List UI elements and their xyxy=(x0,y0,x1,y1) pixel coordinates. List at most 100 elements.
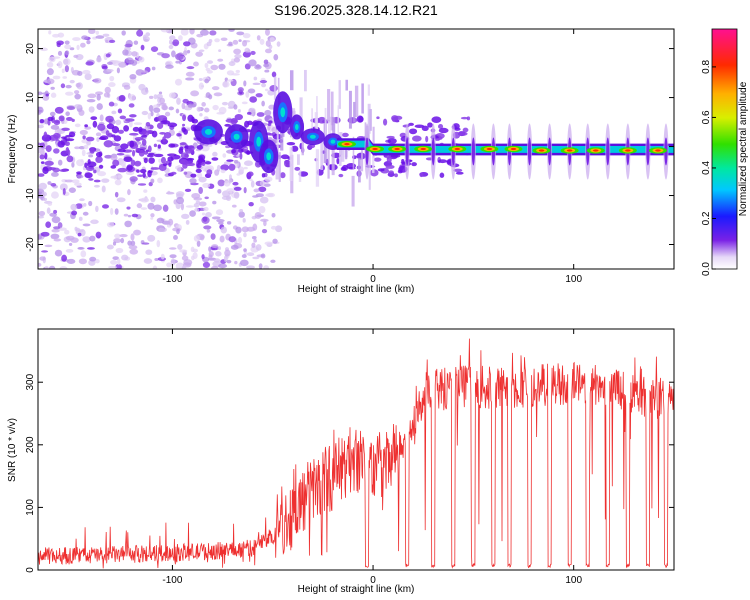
band-speckle xyxy=(185,162,195,167)
noise-speckle xyxy=(234,260,238,265)
noise-speckle xyxy=(143,189,148,193)
noise-speckle xyxy=(243,186,247,194)
noise-speckle xyxy=(38,106,44,114)
streak xyxy=(351,175,355,207)
noise-speckle xyxy=(46,207,51,215)
noise-speckle xyxy=(45,221,52,229)
band-speckle xyxy=(143,157,148,164)
streak xyxy=(296,154,300,165)
noise-speckle xyxy=(249,96,258,103)
noise-speckle xyxy=(48,265,56,269)
noise-speckle xyxy=(265,29,270,36)
noise-speckle xyxy=(104,154,113,159)
noise-speckle xyxy=(269,37,275,43)
band-speckle xyxy=(124,118,135,122)
noise-speckle xyxy=(168,106,174,111)
band-speckle xyxy=(134,160,142,167)
band-speckle xyxy=(111,143,121,147)
blob-core xyxy=(256,136,262,147)
noise-speckle xyxy=(74,93,81,100)
noise-speckle xyxy=(218,49,222,53)
band-speckle xyxy=(224,123,232,127)
noise-speckle xyxy=(89,235,96,242)
noise-speckle xyxy=(87,93,97,99)
noise-speckle xyxy=(178,35,183,41)
streak xyxy=(273,76,277,100)
noise-speckle xyxy=(145,249,153,255)
noise-speckle xyxy=(217,58,224,62)
noise-speckle xyxy=(233,57,241,63)
noise-speckle xyxy=(160,29,170,33)
band-speckle xyxy=(117,148,126,153)
band-speckle xyxy=(116,152,125,156)
band-speckle xyxy=(427,122,433,128)
noise-speckle xyxy=(138,83,146,91)
noise-speckle xyxy=(111,110,117,115)
band-speckle xyxy=(146,130,154,133)
noise-speckle xyxy=(64,179,74,183)
band-speckle xyxy=(347,167,356,170)
noise-speckle xyxy=(179,249,188,253)
noise-speckle xyxy=(199,29,209,36)
noise-speckle xyxy=(210,233,216,240)
band-speckle xyxy=(268,120,273,124)
noise-speckle xyxy=(84,73,92,81)
noise-speckle xyxy=(276,41,281,47)
noise-speckle xyxy=(193,197,203,201)
band-speckle xyxy=(409,128,418,135)
noise-speckle xyxy=(243,80,247,87)
noise-speckle xyxy=(44,265,49,269)
band-speckle xyxy=(65,134,73,138)
colorbar: 0.0 0.2 0.4 0.6 0.8 Normalized spectral ampl… xyxy=(701,28,749,276)
noise-speckle xyxy=(53,209,58,214)
noise-speckle xyxy=(183,171,188,175)
noise-speckle xyxy=(213,258,221,263)
band-speckle xyxy=(84,162,88,168)
band-speckle xyxy=(139,169,147,174)
noise-speckle xyxy=(50,183,57,187)
noise-speckle xyxy=(233,159,239,164)
band-speckle xyxy=(59,169,68,172)
noise-speckle xyxy=(141,110,149,116)
noise-speckle xyxy=(185,77,195,81)
noise-speckle xyxy=(60,83,66,89)
noise-speckle xyxy=(101,185,106,193)
noise-speckle xyxy=(201,212,206,216)
noise-speckle xyxy=(189,178,197,184)
band-speckle xyxy=(412,135,422,142)
band-speckle xyxy=(76,171,82,175)
noise-speckle xyxy=(181,213,190,220)
band-speckle xyxy=(294,166,301,171)
noise-speckle xyxy=(220,37,228,42)
noise-speckle xyxy=(127,240,132,246)
band-speckle xyxy=(44,152,48,160)
band-speckle xyxy=(286,142,296,146)
carrier-tone xyxy=(655,149,661,152)
noise-speckle xyxy=(271,212,276,218)
band-speckle xyxy=(181,123,186,127)
noise-speckle xyxy=(128,103,135,108)
carrier-tone xyxy=(592,149,599,152)
noise-speckle xyxy=(120,160,126,167)
noise-speckle xyxy=(169,254,177,259)
band-speckle xyxy=(57,140,65,148)
noise-speckle xyxy=(61,68,65,74)
noise-speckle xyxy=(115,247,124,254)
noise-speckle xyxy=(113,175,118,180)
spectral-spike-core xyxy=(431,137,435,166)
blob-core xyxy=(330,139,336,144)
noise-speckle xyxy=(248,201,254,207)
noise-speckle xyxy=(224,249,231,257)
noise-speckle xyxy=(127,189,131,196)
noise-speckle xyxy=(121,254,129,261)
band-speckle xyxy=(460,116,469,120)
band-speckle xyxy=(435,138,440,141)
noise-speckle xyxy=(46,61,54,68)
streak xyxy=(298,170,302,182)
band-speckle xyxy=(454,127,461,131)
streak xyxy=(345,142,348,160)
band-speckle xyxy=(157,144,161,149)
band-speckle xyxy=(225,118,235,123)
noise-speckle xyxy=(259,79,268,84)
noise-speckle xyxy=(244,47,250,53)
